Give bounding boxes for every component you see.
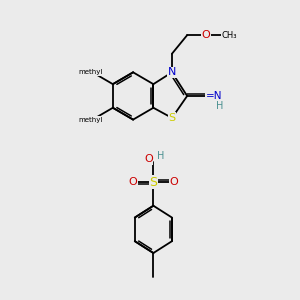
Text: H: H [157,151,164,161]
Text: CH₃: CH₃ [222,31,237,40]
Text: N: N [168,67,176,77]
Text: methyl: methyl [79,117,103,123]
Text: O: O [169,177,178,187]
Text: methyl: methyl [79,69,103,75]
Text: S: S [149,176,158,189]
Text: O: O [201,30,210,40]
Text: H: H [216,101,223,111]
Text: =N: =N [206,91,222,101]
Text: O: O [129,177,137,187]
Text: O: O [144,154,153,164]
Text: S: S [168,113,175,123]
